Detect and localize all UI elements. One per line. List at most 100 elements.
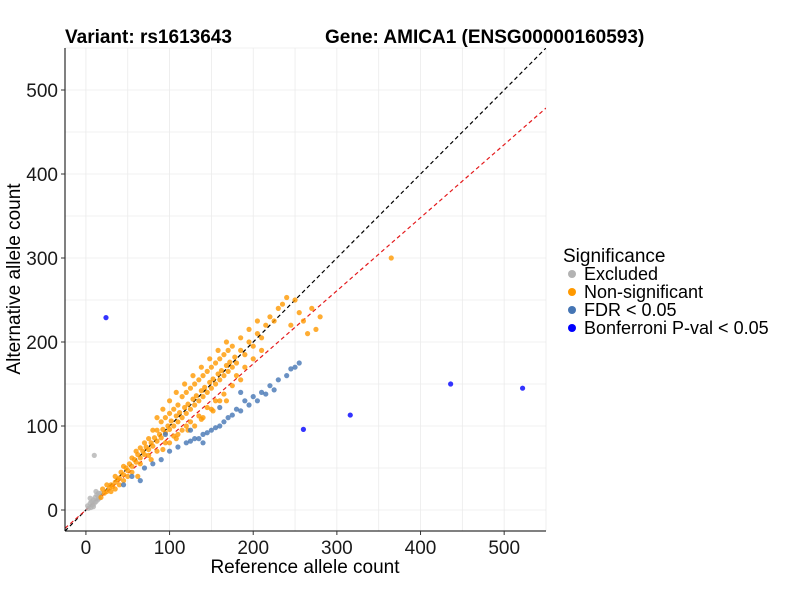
data-point [141,440,148,446]
data-point [223,362,230,369]
data-point [204,404,210,411]
x-tick-label: 200 [237,538,269,559]
data-point [183,410,189,416]
data-point [254,398,260,404]
data-point [133,459,139,465]
data-point [217,423,223,429]
data-point [187,419,194,425]
data-point [150,427,156,433]
data-point [160,446,166,453]
data-point [158,419,164,425]
data-point [200,394,206,400]
fitted-ratio-line [65,107,546,529]
data-point [146,452,152,458]
data-point [192,423,198,429]
y-axis-title: Alternative allele count [4,183,25,375]
data-point [183,423,189,429]
data-point [93,488,99,495]
data-point [233,406,240,412]
data-point [154,415,160,421]
data-point [238,335,244,341]
data-point [221,352,227,358]
data-point [275,377,281,383]
data-point [198,364,204,370]
x-axis-title: Reference allele count [210,557,400,578]
data-point [246,339,252,345]
data-point [317,314,323,320]
data-point [233,373,240,379]
data-point [137,478,143,484]
data-point [154,448,160,454]
data-point [166,398,173,404]
data-point [202,384,208,390]
data-point [225,415,231,421]
data-point [150,443,156,449]
data-point [183,389,189,395]
data-point [129,455,135,461]
data-point [263,391,269,397]
data-point [284,373,290,379]
data-point [154,427,160,433]
data-point [141,465,148,471]
data-point [242,364,248,370]
data-point [185,401,191,407]
data-point [173,413,179,419]
data-point [208,364,214,370]
data-point [116,475,122,481]
data-point [279,301,286,307]
data-point [171,423,177,429]
data-point [198,416,204,422]
x-tick-label: 300 [321,538,353,559]
data-point [187,427,194,433]
data-point [183,440,189,446]
y-tick-label: 400 [26,165,58,186]
data-point [271,387,277,393]
y-tick-label: 0 [47,501,58,522]
data-point [238,377,244,383]
data-point [229,343,235,349]
data-point [238,389,244,395]
data-point [229,412,235,418]
data-point [238,347,244,353]
data-point [168,418,174,424]
data-point [292,364,298,370]
data-point [229,383,235,389]
y-tick-label: 500 [26,81,58,102]
data-point [158,435,164,441]
data-points [84,255,526,511]
data-point [221,391,227,397]
data-point [154,438,160,444]
data-point [192,402,198,408]
data-point [100,486,106,492]
data-point [292,297,298,303]
data-point [250,343,256,349]
data-point [212,398,219,404]
data-point [158,457,164,463]
data-point [229,364,235,370]
data-point [223,339,230,345]
data-point [120,478,127,484]
data-point [171,406,177,412]
data-point [275,305,281,311]
data-point [200,373,206,379]
data-point [347,412,353,418]
data-point [193,393,199,399]
legend-key-marker [568,270,576,278]
data-point [258,335,265,341]
data-point [267,383,273,389]
chart-title-gene: Gene: AMICA1 (ENSG00000160593) [325,27,644,48]
data-point [162,415,168,421]
data-point [258,347,265,353]
legend-key-marker [568,306,576,314]
data-point [284,294,290,301]
data-point [215,347,221,353]
data-point [217,398,223,404]
data-point [288,322,294,328]
data-point [173,389,179,395]
data-point [300,318,307,324]
data-point [196,377,202,383]
data-point [125,473,131,479]
data-point [210,376,216,382]
data-point [300,426,307,432]
data-point [217,356,223,362]
